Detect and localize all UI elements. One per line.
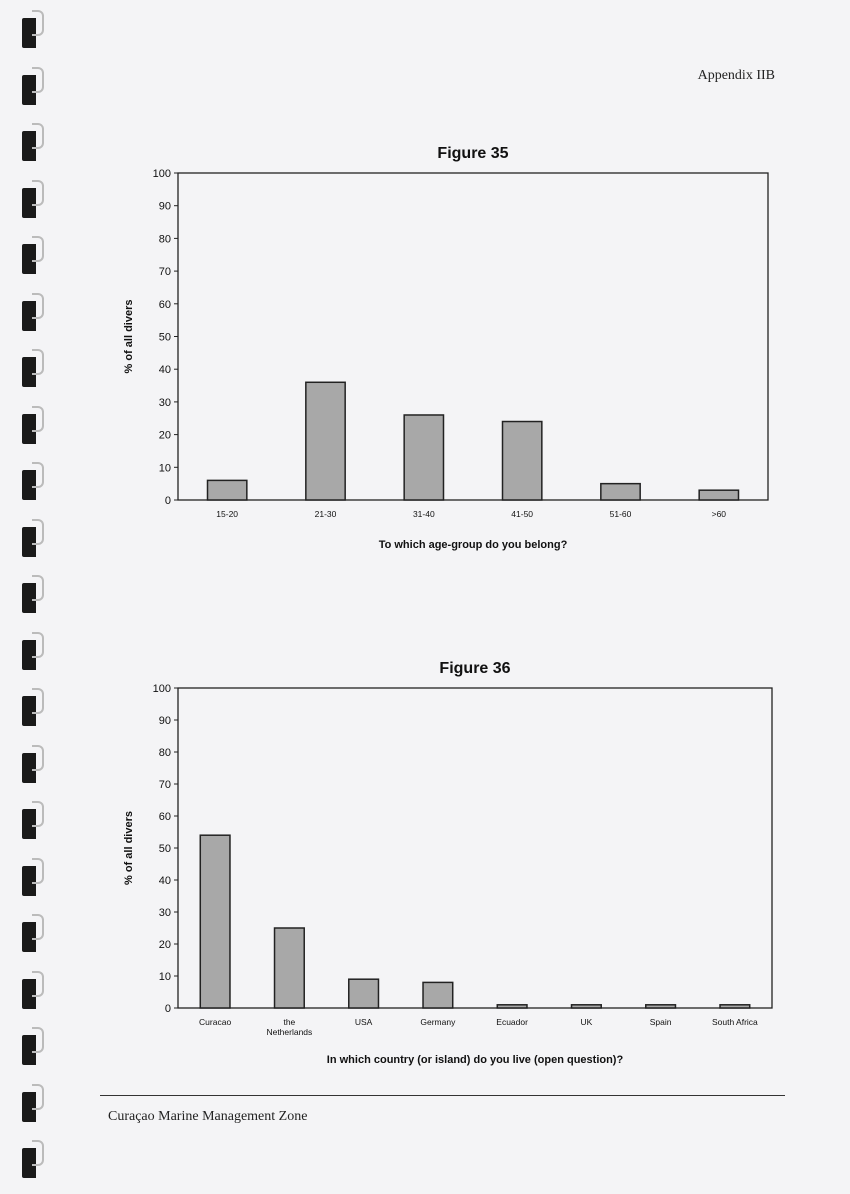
binder-ring bbox=[22, 801, 44, 839]
binder-ring bbox=[22, 1083, 44, 1122]
x-tick-label: 21-30 bbox=[315, 509, 337, 519]
bar-31-40 bbox=[403, 414, 445, 501]
x-tick-label: the Netherlands bbox=[266, 1017, 312, 1037]
bar-15-20 bbox=[206, 479, 248, 501]
y-tick-label: 40 bbox=[159, 875, 171, 887]
bar-41-50 bbox=[501, 420, 543, 501]
binder-ring bbox=[22, 66, 44, 105]
bar-51-60 bbox=[600, 482, 641, 501]
binder-ring bbox=[22, 631, 44, 670]
y-tick-label: 70 bbox=[159, 779, 171, 791]
y-tick-label: 0 bbox=[165, 1003, 171, 1015]
y-tick-label: 10 bbox=[159, 971, 171, 983]
x-tick-label: Curacao bbox=[199, 1017, 231, 1027]
x-tick-label: UK bbox=[580, 1017, 592, 1027]
x-tick-label: Germany bbox=[420, 1017, 456, 1027]
y-tick-label: 30 bbox=[159, 907, 171, 919]
y-tick-label: 40 bbox=[159, 364, 171, 376]
bar-spain bbox=[645, 1004, 677, 1009]
y-tick-label: 50 bbox=[159, 843, 171, 855]
x-tick-label: South Africa bbox=[712, 1017, 758, 1027]
appendix-header: Appendix IIB bbox=[697, 68, 775, 83]
y-axis-label: % of all divers bbox=[123, 300, 135, 374]
x-tick-label: 15-20 bbox=[216, 509, 238, 519]
y-tick-label: 50 bbox=[159, 332, 171, 344]
bar-21-30 bbox=[305, 381, 346, 501]
bar-usa bbox=[348, 978, 380, 1009]
binder-ring bbox=[22, 405, 44, 444]
y-tick-label: 60 bbox=[159, 811, 171, 823]
binder-ring bbox=[22, 349, 44, 387]
binder-ring bbox=[22, 688, 44, 726]
x-tick-label: USA bbox=[355, 1017, 373, 1027]
y-tick-label: 0 bbox=[165, 495, 171, 507]
binder-ring bbox=[22, 518, 44, 557]
binder-ring bbox=[22, 462, 44, 500]
binder-ring bbox=[22, 292, 44, 331]
bar-uk bbox=[570, 1004, 602, 1009]
bar-curacao bbox=[199, 834, 231, 1009]
bar-south-africa bbox=[719, 1004, 751, 1009]
y-tick-label: 80 bbox=[159, 747, 171, 759]
y-tick-label: 10 bbox=[159, 462, 171, 474]
binder-ring bbox=[22, 123, 44, 161]
y-tick-label: 90 bbox=[159, 201, 171, 213]
y-tick-label: 30 bbox=[159, 397, 171, 409]
y-tick-label: 60 bbox=[159, 299, 171, 311]
x-axis-label: In which country (or island) do you live… bbox=[327, 1054, 624, 1066]
y-tick-label: 80 bbox=[159, 233, 171, 245]
binder-ring bbox=[22, 970, 44, 1009]
binder-ring bbox=[22, 857, 44, 896]
x-tick-label: Ecuador bbox=[496, 1017, 528, 1027]
x-tick-label: 41-50 bbox=[511, 509, 533, 519]
bar-germany bbox=[422, 981, 454, 1009]
binder-ring bbox=[22, 1027, 44, 1065]
x-tick-label: Spain bbox=[650, 1017, 672, 1027]
plot-frame bbox=[177, 687, 773, 1009]
binder-ring bbox=[22, 575, 44, 613]
bar-ecuador bbox=[496, 1004, 528, 1009]
binder-ring bbox=[22, 236, 44, 274]
x-tick-label: >60 bbox=[712, 509, 727, 519]
binder-ring bbox=[22, 1140, 44, 1178]
y-tick-label: 100 bbox=[153, 168, 171, 180]
bar--60 bbox=[698, 489, 740, 501]
y-tick-label: 70 bbox=[159, 266, 171, 278]
binder-ring bbox=[22, 744, 44, 783]
binder-ring bbox=[22, 914, 44, 952]
x-axis-label: To which age-group do you belong? bbox=[379, 539, 568, 551]
y-axis-label: % of all divers bbox=[123, 811, 135, 885]
y-tick-label: 100 bbox=[153, 683, 171, 695]
binder-ring bbox=[22, 179, 44, 218]
footer-divider bbox=[100, 1095, 785, 1096]
chart-title: Figure 36 bbox=[439, 660, 510, 677]
binder-ring bbox=[22, 10, 44, 48]
y-tick-label: 20 bbox=[159, 939, 171, 951]
plot-frame bbox=[177, 172, 769, 501]
chart-title: Figure 35 bbox=[437, 145, 508, 162]
y-tick-label: 90 bbox=[159, 715, 171, 727]
x-tick-label: 51-60 bbox=[610, 509, 632, 519]
footer-text: Curaçao Marine Management Zone bbox=[108, 1109, 308, 1124]
bar-the-netherlands bbox=[273, 927, 305, 1009]
x-tick-label: 31-40 bbox=[413, 509, 435, 519]
y-tick-label: 20 bbox=[159, 430, 171, 442]
